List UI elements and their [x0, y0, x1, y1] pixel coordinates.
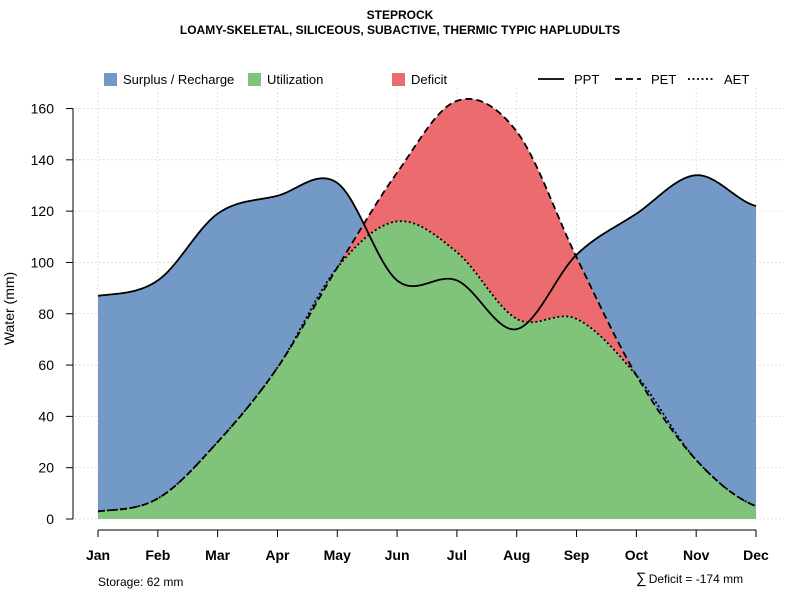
legend-label-pet: PET [651, 72, 676, 87]
deficit-sum-text: Deficit = -174 mm [648, 572, 744, 586]
y-tick-label: 160 [31, 101, 55, 117]
legend-swatch-deficit [392, 73, 405, 86]
y-tick-label: 120 [31, 203, 55, 219]
legend-swatch-utilization [248, 73, 261, 86]
x-tick-label: Mar [205, 547, 230, 563]
y-tick-label: 140 [31, 152, 55, 168]
x-tick-label: Apr [265, 547, 290, 563]
x-tick-label: Jan [86, 547, 110, 563]
y-axis-label: Water (mm) [1, 272, 17, 345]
legend-label-aet: AET [724, 72, 749, 87]
x-tick-label: Oct [625, 547, 649, 563]
storage-label: Storage: 62 mm [98, 575, 184, 589]
y-tick-label: 40 [38, 408, 54, 424]
deficit-sum-label: ∑ Deficit = -174 mm [636, 570, 743, 587]
aet-line [97, 220, 757, 513]
y-tick-label: 60 [38, 357, 54, 373]
y-tick-label: 0 [46, 511, 54, 527]
x-tick-label: Nov [683, 547, 710, 563]
y-tick-label: 20 [38, 460, 54, 476]
legend-label-ppt: PPT [574, 72, 599, 87]
x-tick-label: May [324, 547, 351, 563]
x-tick-label: Aug [503, 547, 530, 563]
ppt-line [97, 174, 757, 331]
x-tick-label: Feb [145, 547, 170, 563]
utilization-area [98, 221, 756, 519]
legend: Surplus / Recharge Utilization Deficit PPT P… [104, 72, 749, 87]
legend-label-utilization: Utilization [267, 72, 323, 87]
x-tick-label: Dec [743, 547, 769, 563]
surplus-recharge-area [98, 98, 756, 512]
legend-swatch-surplus [104, 73, 117, 86]
deficit-area [98, 98, 756, 512]
y-tick-label: 80 [38, 306, 54, 322]
x-tick-label: Jul [447, 547, 467, 563]
legend-label-deficit: Deficit [411, 72, 448, 87]
sigma-icon: ∑ [636, 570, 647, 587]
x-tick-label: Sep [564, 547, 590, 563]
chart-subtitle: LOAMY-SKELETAL, SILICEOUS, SUBACTIVE, TH… [179, 23, 621, 37]
x-tick-label: Jun [385, 547, 410, 563]
legend-label-surplus: Surplus / Recharge [123, 72, 234, 87]
y-tick-label: 100 [31, 254, 55, 270]
chart-title: STEPROCK [366, 8, 434, 22]
pet-line [97, 97, 757, 513]
